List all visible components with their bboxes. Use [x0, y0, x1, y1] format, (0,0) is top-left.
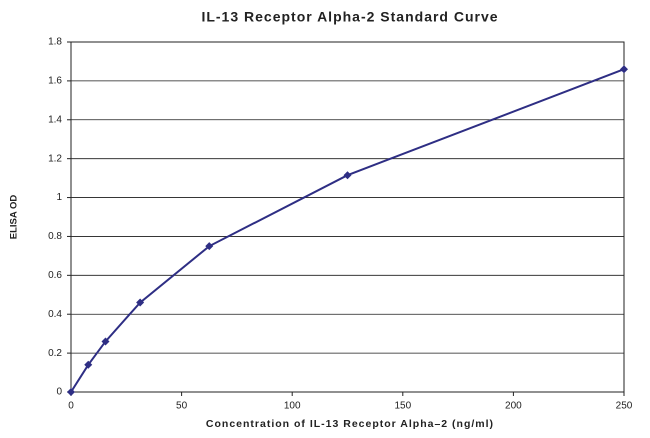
data-point: [84, 360, 93, 369]
x-tick-label: 100: [284, 401, 301, 412]
data-point: [343, 171, 352, 180]
x-tick-label: 150: [394, 401, 411, 412]
y-tick-label: 0.2: [48, 348, 62, 359]
y-tick-label: 1.8: [48, 37, 62, 48]
chart-title: IL-13 Receptor Alpha-2 Standard Curve: [201, 9, 498, 25]
y-axis-label: ELISA OD: [9, 195, 20, 240]
data-point: [136, 298, 145, 307]
x-tick-label: 0: [68, 401, 74, 412]
x-axis-label: Concentration of IL-13 Receptor Alpha–2 …: [206, 418, 494, 430]
x-tick-label: 200: [505, 401, 522, 412]
data-point: [620, 65, 628, 74]
y-tick-label: 0: [56, 387, 62, 398]
data-point: [101, 337, 110, 346]
x-tick-label: 50: [176, 401, 188, 412]
y-tick-label: 1.6: [48, 76, 62, 87]
data-point: [205, 242, 214, 251]
y-tick-label: 0.6: [48, 270, 62, 281]
y-tick-label: 0.4: [48, 309, 62, 320]
x-tick-label: 250: [616, 401, 633, 412]
plot-frame: [70, 41, 625, 393]
y-tick-label: 1: [56, 192, 62, 203]
y-tick-label: 1.2: [48, 153, 62, 164]
y-tick-label: 0.8: [48, 231, 62, 242]
y-tick-label: 1.4: [48, 114, 62, 125]
data-point: [67, 388, 75, 396]
data-line: [70, 68, 625, 393]
